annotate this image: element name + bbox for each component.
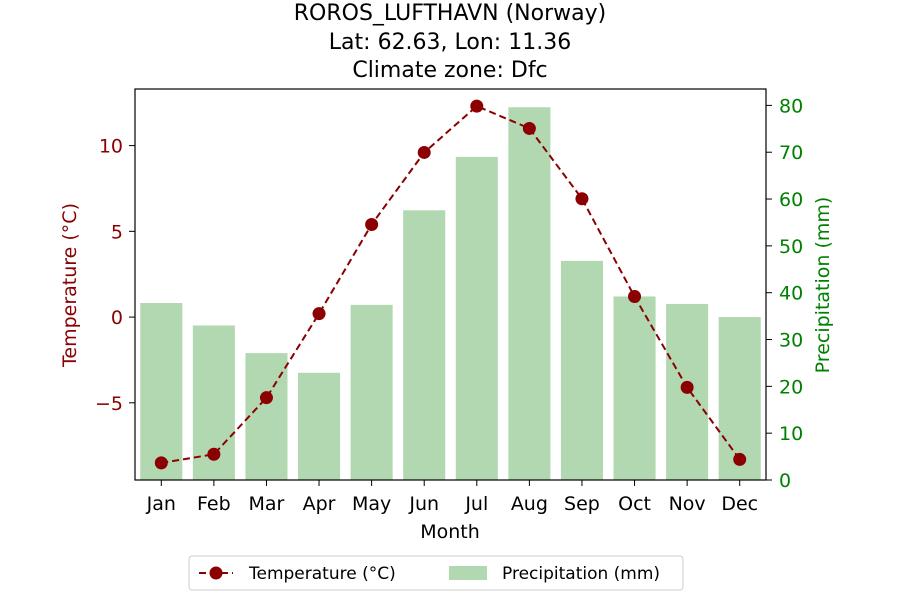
y-right-tick-label: 30 bbox=[779, 330, 803, 352]
temperature-point-mar bbox=[259, 391, 273, 405]
x-tick-label-dec: Dec bbox=[721, 493, 758, 515]
temperature-point-apr bbox=[312, 307, 326, 321]
y-left-tick-label: −5 bbox=[95, 393, 123, 415]
y-right-tick-label: 10 bbox=[779, 423, 803, 445]
temperature-point-jul bbox=[470, 99, 484, 113]
x-tick-label-mar: Mar bbox=[249, 493, 285, 515]
precipitation-bar-mar bbox=[245, 353, 288, 480]
temperature-line bbox=[154, 99, 747, 470]
temperature-point-dec bbox=[733, 452, 747, 466]
legend-temperature-marker bbox=[209, 566, 223, 580]
y-left-tick-label: 0 bbox=[111, 307, 123, 329]
temperature-point-jun bbox=[417, 145, 431, 159]
temperature-point-jan bbox=[154, 456, 168, 470]
chart-title-line-3: Climate zone: Dfc bbox=[352, 58, 547, 83]
precipitation-bars bbox=[140, 107, 761, 481]
x-tick-label-aug: Aug bbox=[511, 493, 548, 515]
x-tick-label-oct: Oct bbox=[618, 493, 651, 515]
y-left-tick-label: 10 bbox=[99, 136, 123, 158]
precipitation-bar-oct bbox=[613, 296, 656, 480]
y-right-tick-label: 50 bbox=[779, 236, 803, 258]
x-tick-label-jan: Jan bbox=[146, 493, 176, 515]
x-tick-label-nov: Nov bbox=[669, 493, 706, 515]
x-tick-label-sep: Sep bbox=[564, 493, 600, 515]
y-left-tick-label: 5 bbox=[111, 221, 123, 243]
temperature-point-nov bbox=[680, 380, 694, 394]
y-right-tick-label: 40 bbox=[779, 283, 803, 305]
chart-title-line-2: Lat: 62.63, Lon: 11.36 bbox=[329, 30, 571, 55]
y-right-tick-label: 0 bbox=[779, 470, 791, 492]
y-right-tick-label: 60 bbox=[779, 189, 803, 211]
plot-frame bbox=[134, 88, 767, 481]
precipitation-bar-apr bbox=[298, 372, 341, 480]
y-right-tick-label: 20 bbox=[779, 376, 803, 398]
x-axis-label: Month bbox=[420, 521, 480, 543]
legend-precipitation-swatch bbox=[449, 566, 487, 580]
precipitation-bar-jul bbox=[455, 156, 498, 481]
legend: Temperature (°C) Precipitation (mm) bbox=[188, 555, 684, 591]
y-right-tick-label: 70 bbox=[779, 142, 803, 164]
x-tick-label-feb: Feb bbox=[197, 493, 231, 515]
precipitation-bar-jan bbox=[140, 302, 183, 480]
legend-frame bbox=[188, 555, 684, 591]
temperature-point-may bbox=[365, 217, 379, 231]
legend-precipitation-label: Precipitation (mm) bbox=[502, 564, 660, 584]
y-right-tick-label: 80 bbox=[779, 95, 803, 117]
y-axis-right-label: Precipitation (mm) bbox=[812, 197, 834, 374]
precipitation-bar-dec bbox=[718, 317, 761, 480]
x-tick-label-jun: Jun bbox=[408, 493, 439, 515]
chart-title-line-1: ROROS_LUFTHAVN (Norway) bbox=[294, 1, 606, 26]
temperature-point-feb bbox=[207, 447, 221, 461]
y-axis-left-label: Temperature (°C) bbox=[59, 203, 81, 368]
temperature-point-oct bbox=[628, 290, 642, 304]
temperature-point-aug bbox=[522, 121, 536, 135]
axes: −5 0 5 10 0 10 20 30 40 50 60 70 80 Jan Feb Mar Apr May Ju… bbox=[95, 88, 803, 515]
x-tick-label-jul: Jul bbox=[464, 493, 488, 515]
precipitation-bar-aug bbox=[508, 107, 551, 481]
precipitation-bar-jun bbox=[403, 210, 446, 480]
x-tick-label-may: May bbox=[352, 493, 391, 515]
precipitation-bar-may bbox=[350, 304, 393, 480]
temperature-point-sep bbox=[575, 192, 589, 206]
legend-temperature-label: Temperature (°C) bbox=[248, 564, 396, 584]
temperature-line-path bbox=[161, 104, 741, 464]
x-tick-label-apr: Apr bbox=[303, 493, 336, 515]
precipitation-bar-sep bbox=[560, 260, 603, 480]
